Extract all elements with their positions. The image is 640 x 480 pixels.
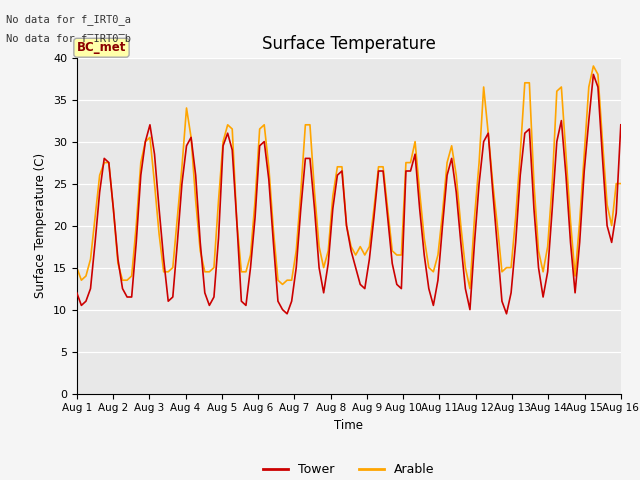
Title: Surface Temperature: Surface Temperature [262,35,436,53]
X-axis label: Time: Time [334,419,364,432]
Text: No data for f_IRT0_a: No data for f_IRT0_a [6,14,131,25]
Legend: Tower, Arable: Tower, Arable [258,458,440,480]
Text: No data for f̅IRT0̅b: No data for f̅IRT0̅b [6,34,131,44]
Y-axis label: Surface Temperature (C): Surface Temperature (C) [35,153,47,298]
Text: BC_met: BC_met [77,41,126,54]
